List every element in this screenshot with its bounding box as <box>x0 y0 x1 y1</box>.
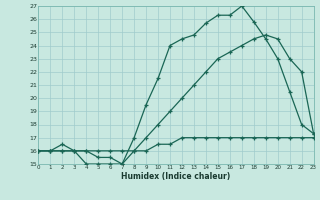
X-axis label: Humidex (Indice chaleur): Humidex (Indice chaleur) <box>121 172 231 181</box>
